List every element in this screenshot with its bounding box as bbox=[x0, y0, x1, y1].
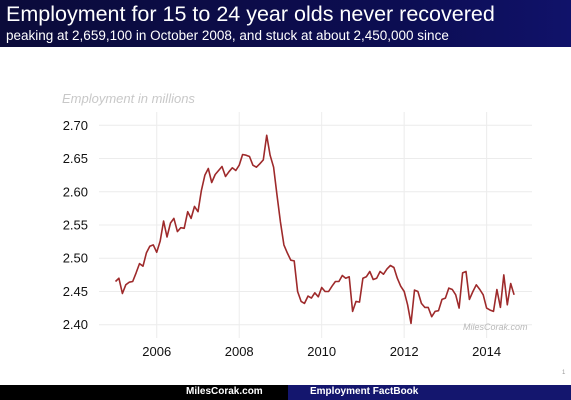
x-tick-label: 2010 bbox=[307, 344, 336, 359]
y-tick-label: 2.70 bbox=[63, 118, 88, 133]
line-chart: 2.40 2.45 2.50 2.55 2.60 2.65 2.70 2006 2008 2010… bbox=[63, 112, 532, 359]
footer-section-label: Employment FactBook bbox=[310, 386, 419, 397]
chart-subtitle: peaking at 2,659,100 in October 2008, an… bbox=[6, 28, 449, 43]
y-tick-label: 2.55 bbox=[63, 218, 88, 233]
y-axis-label: Employment in millions bbox=[62, 91, 195, 106]
x-tick-label: 2012 bbox=[390, 344, 419, 359]
y-tick-label: 2.45 bbox=[63, 284, 88, 299]
page-number: 1 bbox=[562, 370, 566, 376]
x-tick-label: 2008 bbox=[225, 344, 254, 359]
footer-section: Employment FactBook bbox=[288, 385, 571, 400]
x-tick-label: 2006 bbox=[142, 344, 171, 359]
y-tick-label: 2.65 bbox=[63, 151, 88, 166]
y-tick-label: 2.60 bbox=[63, 184, 88, 199]
series-line bbox=[114, 134, 515, 325]
y-tick-label: 2.50 bbox=[63, 251, 88, 266]
chart-watermark: MilesCorak.com bbox=[463, 322, 528, 332]
title-banner: Employment for 15 to 24 year olds never … bbox=[0, 0, 571, 47]
footer-bar: MilesCorak.com Employment FactBook bbox=[0, 385, 571, 400]
y-tick-label: 2.40 bbox=[63, 317, 88, 332]
footer-site-label: MilesCorak.com bbox=[186, 386, 263, 397]
chart-title: Employment for 15 to 24 year olds never … bbox=[6, 2, 495, 26]
x-tick-label: 2014 bbox=[472, 344, 501, 359]
